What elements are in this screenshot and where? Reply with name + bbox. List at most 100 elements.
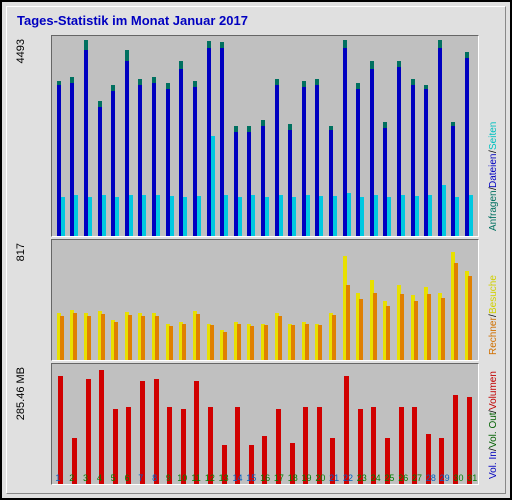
day-column bbox=[299, 364, 313, 484]
bar-seiten bbox=[170, 196, 174, 236]
bar-rechner bbox=[155, 316, 159, 360]
day-column bbox=[122, 364, 136, 484]
day-column bbox=[272, 240, 286, 360]
bar-volumen bbox=[154, 379, 159, 484]
bar-seiten bbox=[197, 196, 201, 236]
day-column bbox=[462, 364, 476, 484]
bar-rechner bbox=[114, 322, 118, 360]
day-column bbox=[149, 36, 163, 236]
day-column bbox=[285, 240, 299, 360]
xaxis-day: 2 bbox=[65, 473, 79, 487]
legend-item: Volumen bbox=[488, 371, 499, 410]
bar-rechner bbox=[278, 316, 282, 360]
xaxis-day: 22 bbox=[341, 473, 355, 487]
xaxis-day: 24 bbox=[369, 473, 383, 487]
bars-mid bbox=[54, 240, 476, 360]
xaxis-day: 15 bbox=[244, 473, 258, 487]
day-column bbox=[353, 240, 367, 360]
bar-seiten bbox=[387, 197, 391, 236]
day-column bbox=[258, 36, 272, 236]
day-column bbox=[421, 36, 435, 236]
bar-volumen bbox=[86, 379, 91, 484]
bar-rechner bbox=[250, 326, 254, 360]
day-column bbox=[217, 36, 231, 236]
day-column bbox=[340, 240, 354, 360]
ylabel-top: 4493 bbox=[15, 39, 27, 63]
day-column bbox=[449, 364, 463, 484]
day-column bbox=[245, 240, 259, 360]
day-column bbox=[367, 36, 381, 236]
day-column bbox=[108, 240, 122, 360]
bar-rechner bbox=[468, 276, 472, 360]
bars-bot bbox=[54, 364, 476, 484]
bar-volumen bbox=[467, 397, 472, 484]
xaxis-day: 14 bbox=[231, 473, 245, 487]
day-column bbox=[149, 240, 163, 360]
day-column bbox=[272, 36, 286, 236]
day-column bbox=[163, 240, 177, 360]
day-column bbox=[95, 36, 109, 236]
bar-rechner bbox=[237, 324, 241, 360]
day-column bbox=[217, 364, 231, 484]
bar-volumen bbox=[194, 381, 199, 484]
bar-rechner bbox=[359, 299, 363, 360]
bar-seiten bbox=[238, 197, 242, 236]
xaxis-day: 16 bbox=[258, 473, 272, 487]
day-column bbox=[353, 36, 367, 236]
bar-rechner bbox=[128, 315, 132, 360]
chart-frame: Tages-Statistik im Monat Januar 2017 449… bbox=[0, 0, 512, 500]
xaxis-day: 21 bbox=[327, 473, 341, 487]
bar-rechner bbox=[210, 325, 214, 360]
legend-item: / bbox=[488, 188, 499, 191]
day-column bbox=[163, 36, 177, 236]
bar-volumen bbox=[99, 370, 104, 484]
day-column bbox=[176, 364, 190, 484]
day-column bbox=[394, 36, 408, 236]
bar-seiten bbox=[265, 197, 269, 236]
day-column bbox=[435, 240, 449, 360]
xaxis-day: 27 bbox=[410, 473, 424, 487]
day-column bbox=[394, 240, 408, 360]
xaxis-day: 9 bbox=[162, 473, 176, 487]
day-column bbox=[217, 240, 231, 360]
bar-rechner bbox=[87, 316, 91, 360]
bar-seiten bbox=[455, 197, 459, 236]
legend-item: Dateien bbox=[488, 153, 499, 187]
bar-seiten bbox=[428, 195, 432, 236]
ylabel-mid: 817 bbox=[15, 243, 27, 261]
day-column bbox=[285, 36, 299, 236]
bar-seiten bbox=[183, 197, 187, 236]
day-column bbox=[381, 364, 395, 484]
bar-seiten bbox=[102, 195, 106, 236]
day-column bbox=[313, 364, 327, 484]
day-column bbox=[326, 364, 340, 484]
legend-item: / bbox=[488, 410, 499, 413]
day-column bbox=[163, 364, 177, 484]
day-column bbox=[353, 364, 367, 484]
bar-rechner bbox=[318, 325, 322, 360]
day-column bbox=[136, 364, 150, 484]
bar-rechner bbox=[373, 293, 377, 360]
xaxis-day: 1 bbox=[51, 473, 65, 487]
day-column bbox=[245, 36, 259, 236]
legend-mid: Rechner / Besuche bbox=[488, 243, 499, 355]
bar-seiten bbox=[347, 193, 351, 236]
day-column bbox=[204, 364, 218, 484]
day-column bbox=[340, 364, 354, 484]
day-column bbox=[190, 240, 204, 360]
day-column bbox=[68, 364, 82, 484]
day-column bbox=[340, 36, 354, 236]
bar-seiten bbox=[415, 196, 419, 236]
legend-item: / bbox=[488, 448, 499, 451]
bar-seiten bbox=[401, 195, 405, 236]
day-column bbox=[421, 364, 435, 484]
xaxis-day: 28 bbox=[424, 473, 438, 487]
day-column bbox=[462, 240, 476, 360]
day-column bbox=[108, 364, 122, 484]
day-column bbox=[204, 36, 218, 236]
day-column bbox=[136, 240, 150, 360]
bar-seiten bbox=[129, 195, 133, 236]
day-column bbox=[462, 36, 476, 236]
bar-seiten bbox=[374, 195, 378, 236]
xaxis-day: 10 bbox=[175, 473, 189, 487]
